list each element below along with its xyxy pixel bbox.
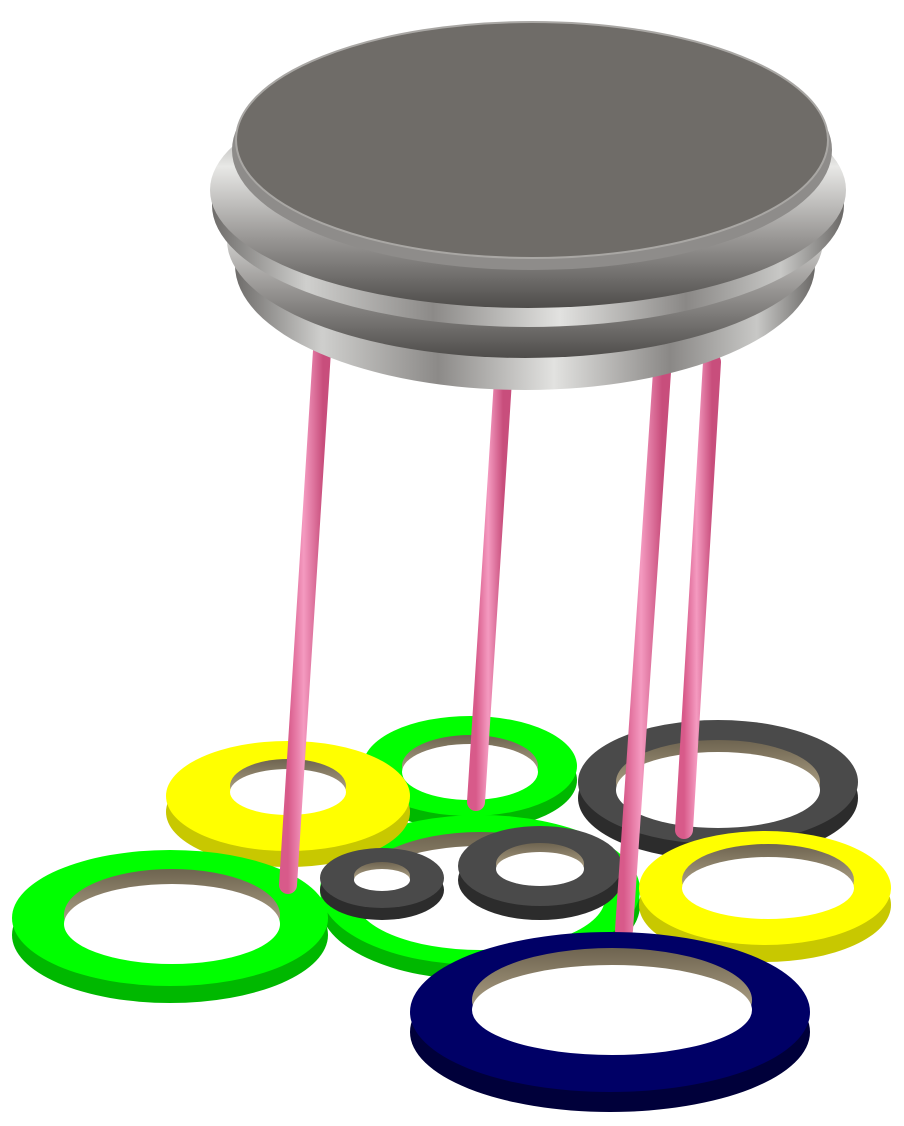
leads bbox=[279, 326, 721, 939]
lead-2 bbox=[467, 371, 512, 811]
dark-ring-right bbox=[578, 720, 858, 860]
metal-cap bbox=[210, 21, 846, 390]
small-dark-ring bbox=[320, 848, 444, 920]
navy-ring bbox=[410, 932, 810, 1112]
lead-4 bbox=[675, 353, 721, 839]
yellow-ring-right bbox=[639, 831, 891, 962]
green-ring-left bbox=[12, 850, 328, 1003]
lead-1 bbox=[279, 326, 332, 894]
medium-dark-ring bbox=[458, 826, 622, 920]
lead-3 bbox=[615, 363, 671, 939]
